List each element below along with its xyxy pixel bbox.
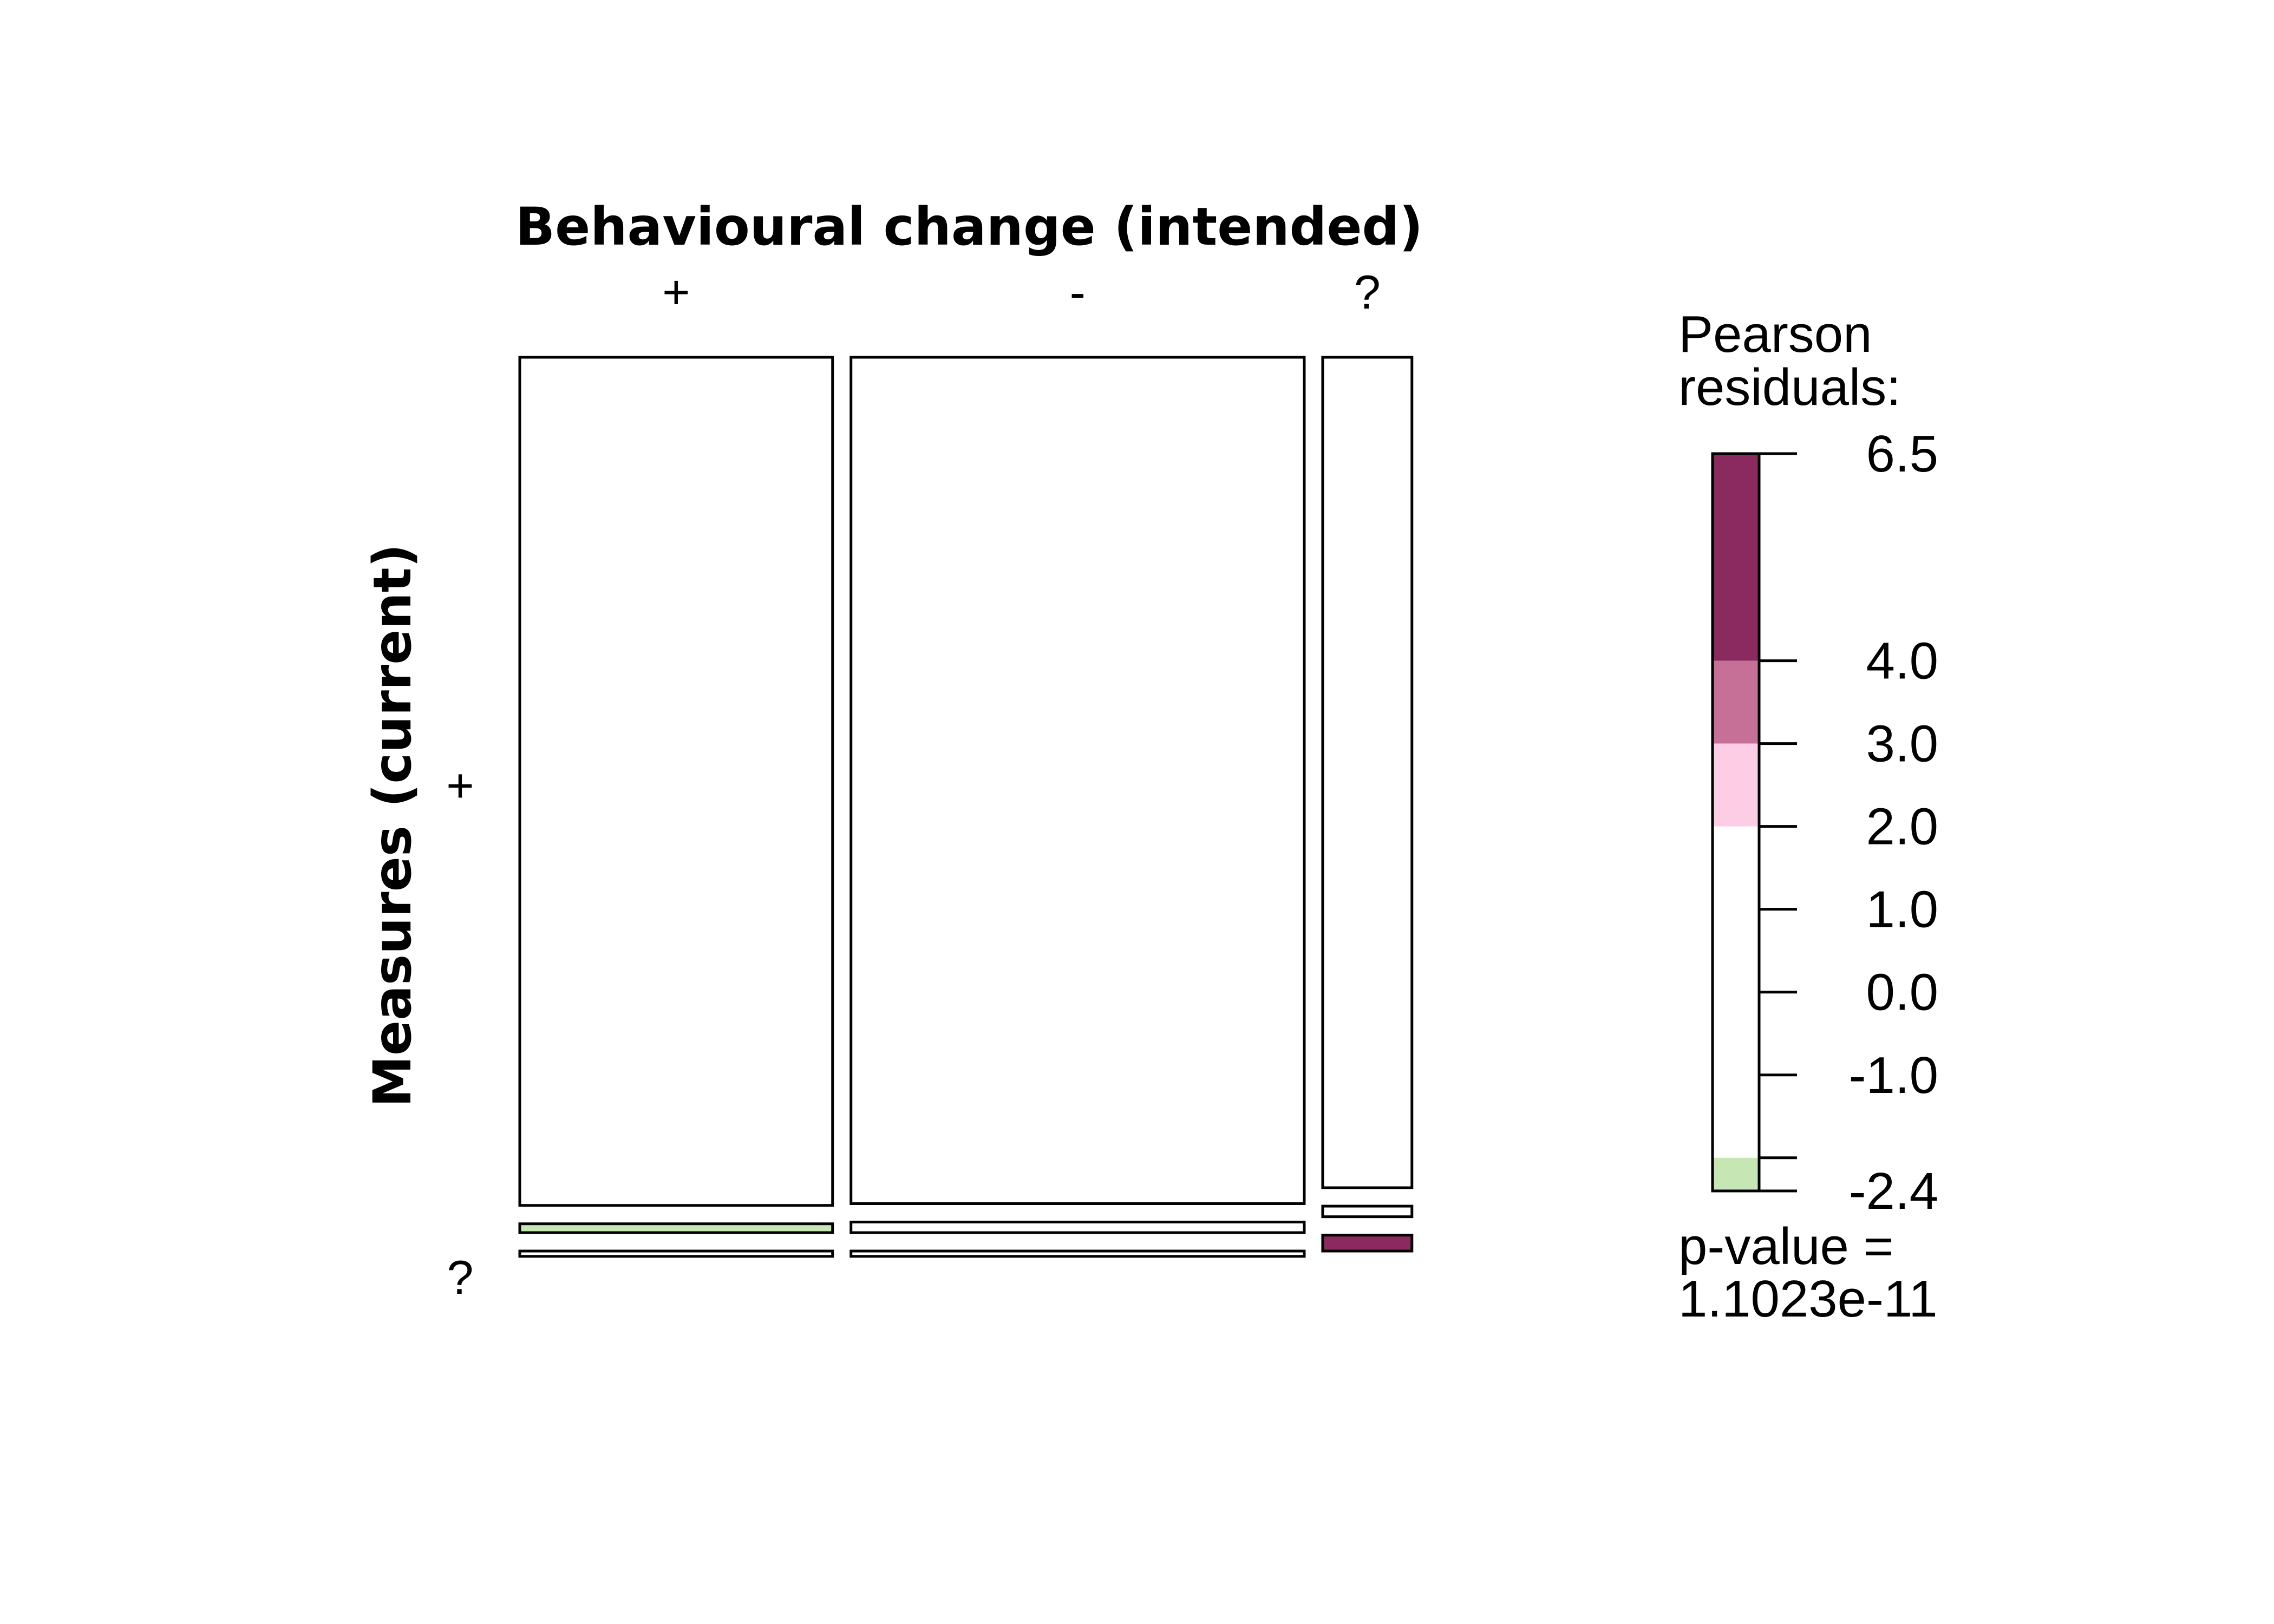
x-tick-label: ?	[1354, 265, 1381, 319]
legend-band	[1713, 454, 1759, 661]
mosaic-tile	[850, 356, 1306, 1205]
mosaic-tile	[1321, 356, 1414, 1189]
legend-tick-label: 3.0	[1866, 715, 1938, 773]
y-tick-label: ?	[447, 1250, 474, 1304]
legend-tick-label: 2.0	[1866, 798, 1938, 856]
legend-band	[1713, 826, 1759, 1158]
x-tick-label: -	[1070, 265, 1086, 319]
legend-band	[1713, 1157, 1759, 1191]
mosaic-tile	[1321, 1234, 1414, 1253]
mosaic-tile	[518, 356, 834, 1207]
legend-tick-label: 0.0	[1866, 964, 1938, 1021]
legend-ticks: 6.5 4.0 3.0 2.0 1.0 0.0 -1.0 -2.4	[1759, 425, 1938, 1220]
legend-tick-label: 4.0	[1866, 632, 1938, 690]
mosaic-tile	[518, 1249, 834, 1258]
y-tick-labels: +?	[446, 758, 474, 1304]
legend-tick-label: 6.5	[1866, 425, 1938, 483]
legend-tick-label: -1.0	[1849, 1046, 1938, 1104]
legend-color-bands	[1711, 452, 1761, 1193]
x-tick-label: +	[662, 265, 690, 319]
y-axis-title: Measures (current)	[362, 544, 423, 1108]
x-tick-labels: + -?	[662, 265, 1381, 319]
legend-title-line1: Pearson	[1678, 305, 1872, 363]
legend-tick-label: -2.4	[1849, 1162, 1938, 1220]
x-axis-title: Behavioural change (intended)	[515, 197, 1423, 257]
legend-frame	[1711, 452, 1761, 1193]
legend-tick-label: 1.0	[1866, 881, 1938, 939]
y-tick-label: +	[446, 758, 474, 812]
residual-legend: Pearson residuals: 6.5 4.0 3.0 2.0 1.0 0.0 -1.…	[1678, 305, 1938, 1328]
legend-band	[1713, 660, 1759, 744]
p-value-number: 1.1023e-11	[1678, 1270, 1938, 1328]
mosaic-tile	[850, 1220, 1306, 1234]
mosaic-tile	[850, 1249, 1306, 1258]
mosaic-tile	[518, 1222, 834, 1234]
mosaic-tile	[1321, 1204, 1414, 1219]
legend-title-line2: residuals:	[1678, 358, 1901, 416]
legend-band	[1713, 743, 1759, 827]
p-value-label: p-value =	[1678, 1217, 1894, 1275]
mosaic-tiles	[518, 356, 1414, 1258]
